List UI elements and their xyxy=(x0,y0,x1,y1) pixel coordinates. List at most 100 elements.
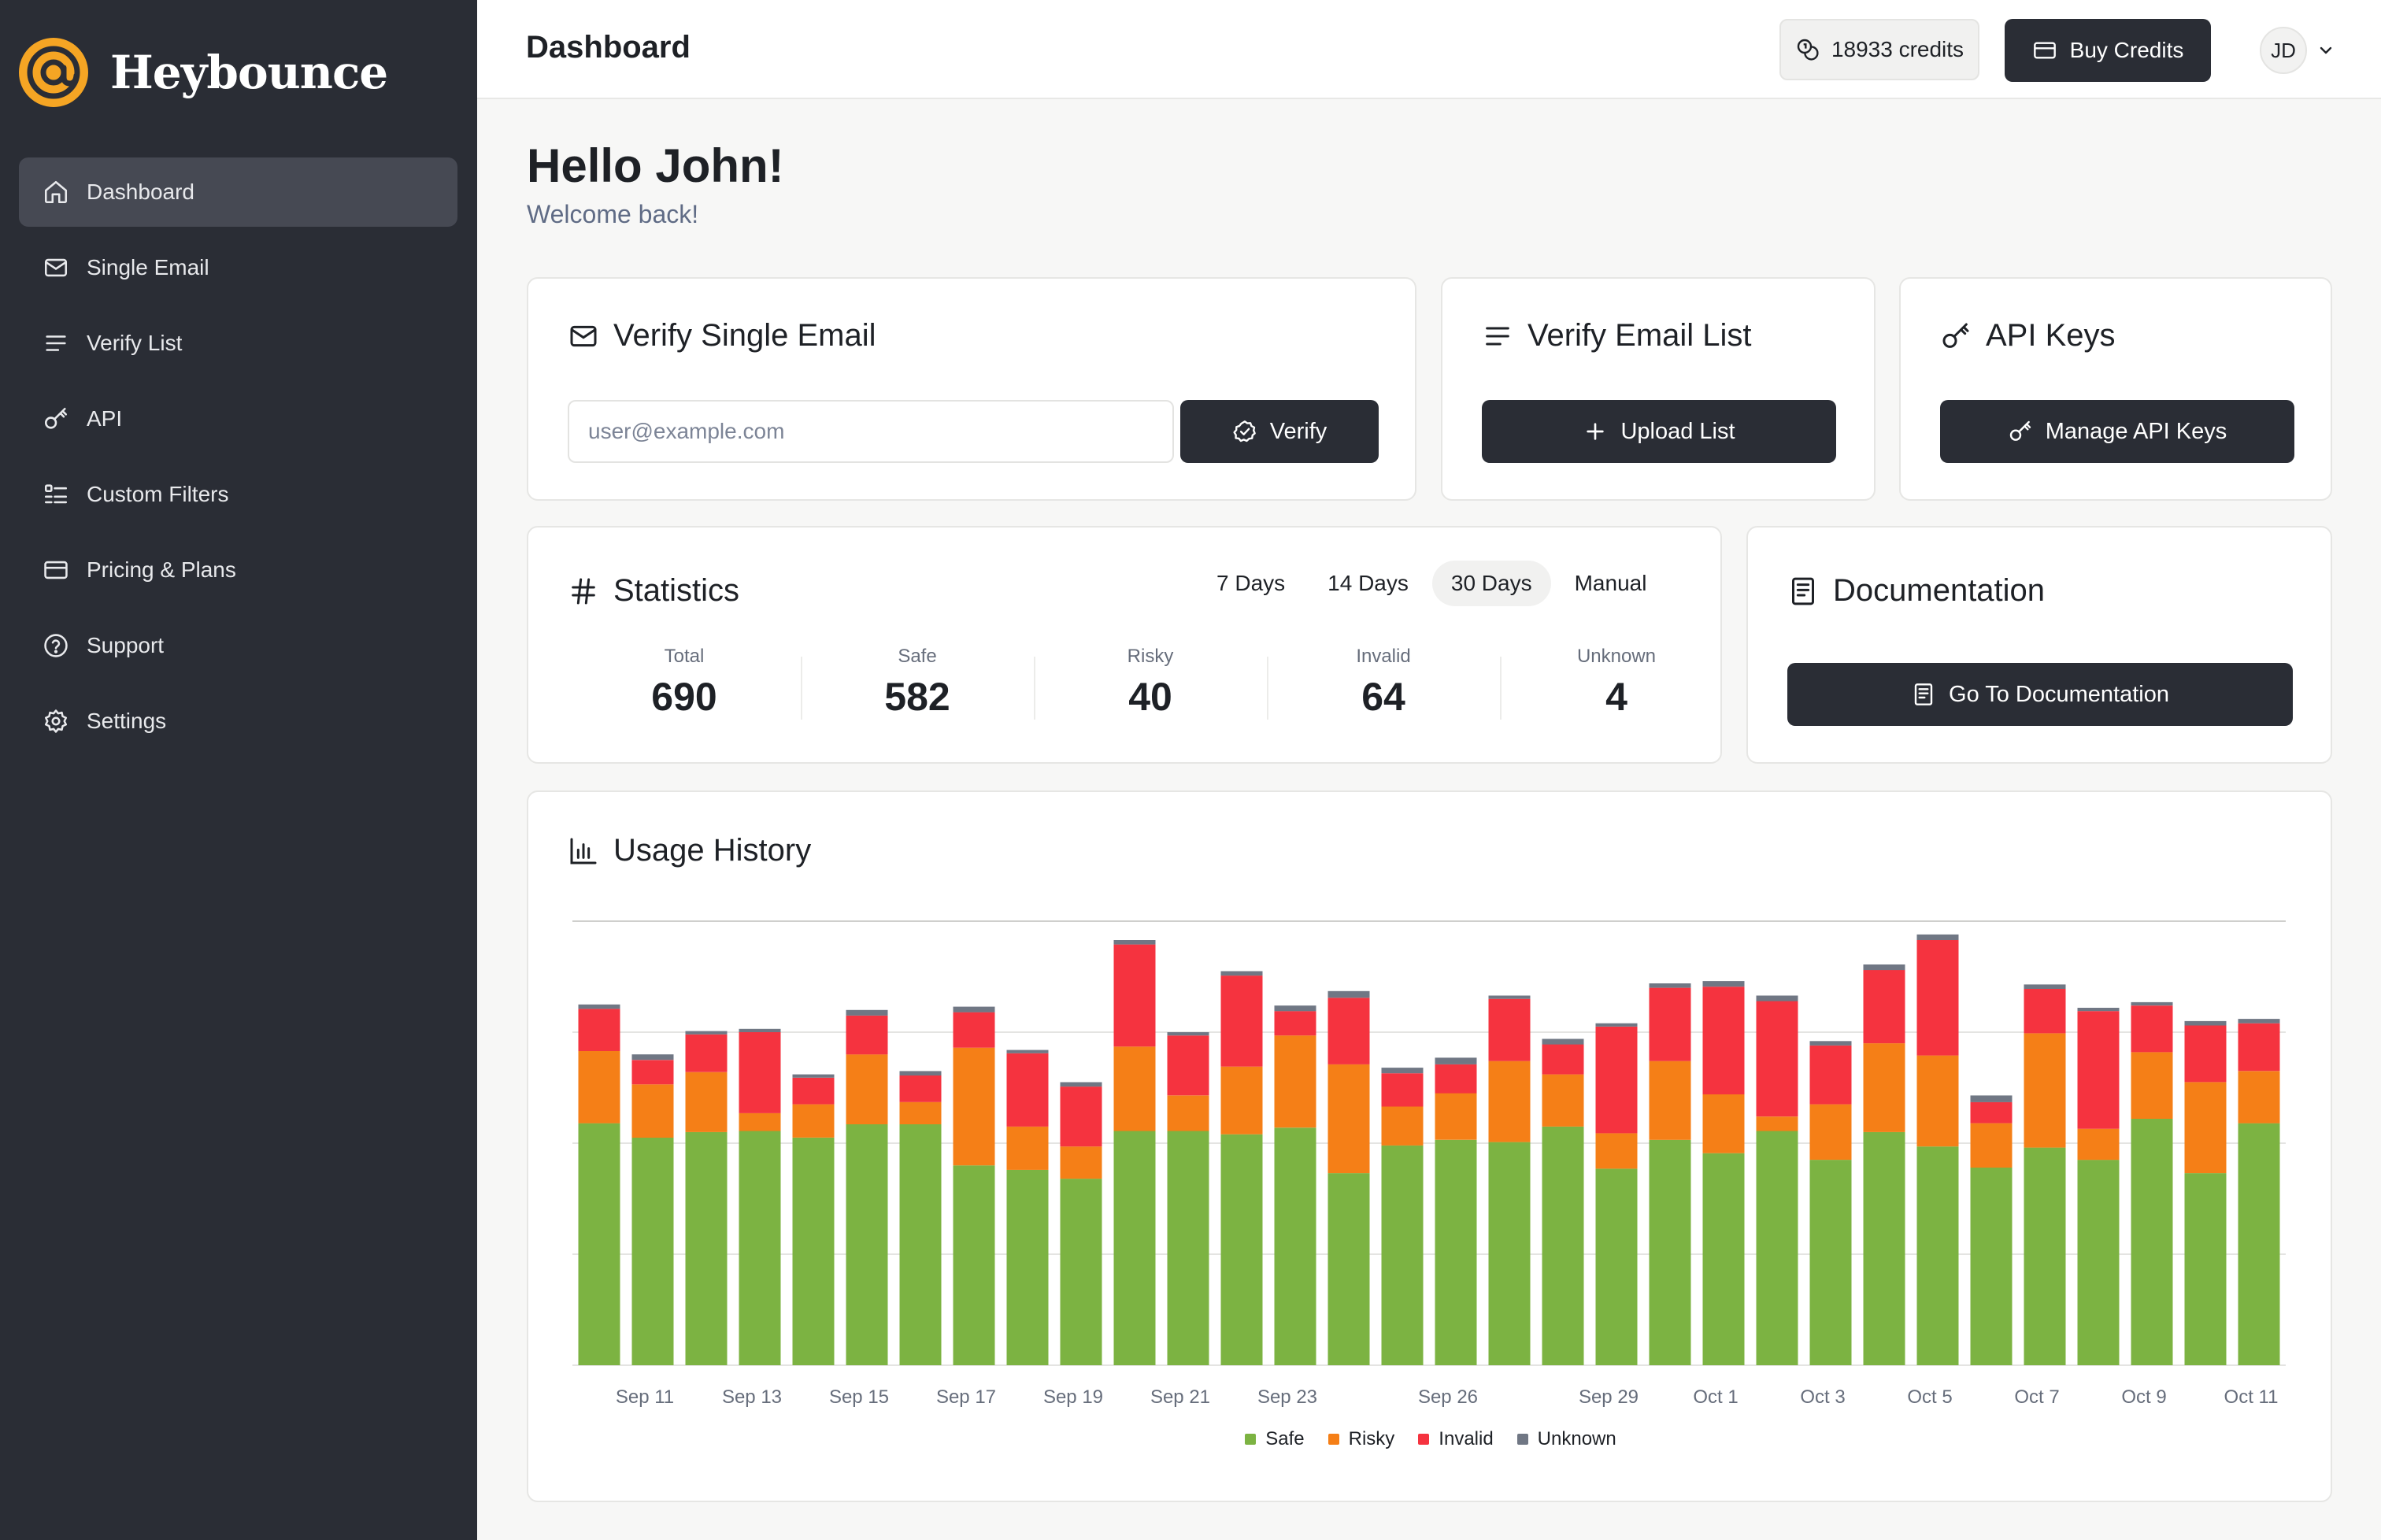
chart-bar-unknown[interactable] xyxy=(1863,964,1905,971)
chart-bar-unknown[interactable] xyxy=(1113,940,1156,945)
chart-bar-unknown[interactable] xyxy=(1435,1057,1477,1064)
chart-bar-unknown[interactable] xyxy=(2184,1020,2227,1026)
chart-bar-safe[interactable] xyxy=(1649,1139,1691,1365)
brand[interactable]: Heybounce xyxy=(17,36,388,109)
chart-bar-unknown[interactable] xyxy=(578,1004,620,1009)
verify-button[interactable]: Verify xyxy=(1180,400,1379,463)
chart-bar-safe[interactable] xyxy=(1381,1145,1424,1365)
chart-bar-invalid[interactable] xyxy=(1756,1001,1798,1117)
chart-bar-risky[interactable] xyxy=(631,1084,674,1138)
chart-bar-risky[interactable] xyxy=(1167,1095,1209,1131)
chart-bar-invalid[interactable] xyxy=(1220,975,1263,1067)
chart-bar-risky[interactable] xyxy=(899,1101,942,1124)
chart-bar-invalid[interactable] xyxy=(2238,1023,2280,1072)
chart-bar-safe[interactable] xyxy=(685,1131,728,1365)
chart-bar-invalid[interactable] xyxy=(846,1015,888,1055)
chart-bar-safe[interactable] xyxy=(792,1138,835,1365)
chart-bar-invalid[interactable] xyxy=(1809,1045,1852,1105)
chart-bar-unknown[interactable] xyxy=(1381,1068,1424,1074)
chart-bar-safe[interactable] xyxy=(1595,1168,1638,1365)
chart-bar-safe[interactable] xyxy=(1756,1131,1798,1366)
chart-bar-risky[interactable] xyxy=(1916,1055,1959,1147)
legend-item-safe[interactable]: Safe xyxy=(1245,1428,1305,1450)
chart-bar-risky[interactable] xyxy=(578,1051,620,1124)
chart-bar-invalid[interactable] xyxy=(1488,998,1531,1061)
chart-bar-risky[interactable] xyxy=(846,1054,888,1124)
chart-bar-unknown[interactable] xyxy=(1488,995,1531,999)
range-tab-7-days[interactable]: 7 Days xyxy=(1216,571,1286,595)
chart-bar-invalid[interactable] xyxy=(1113,944,1156,1047)
chart-bar-unknown[interactable] xyxy=(739,1028,781,1032)
chart-bar-safe[interactable] xyxy=(1809,1160,1852,1365)
chart-bar-safe[interactable] xyxy=(1542,1126,1584,1365)
chart-bar-safe[interactable] xyxy=(953,1165,995,1365)
go-to-documentation-button[interactable]: Go To Documentation xyxy=(1787,663,2293,726)
chart-bar-invalid[interactable] xyxy=(2131,1005,2173,1053)
chart-bar-invalid[interactable] xyxy=(1970,1101,2013,1124)
chart-bar-unknown[interactable] xyxy=(1756,995,1798,1001)
chart-bar-risky[interactable] xyxy=(739,1112,781,1131)
sidebar-item-dashboard[interactable]: Dashboard xyxy=(19,157,457,227)
chart-bar-invalid[interactable] xyxy=(1702,987,1745,1094)
manage-api-keys-button[interactable]: Manage API Keys xyxy=(1940,400,2294,463)
chart-bar-safe[interactable] xyxy=(631,1138,674,1365)
chart-bar-risky[interactable] xyxy=(1274,1035,1316,1128)
chart-bar-invalid[interactable] xyxy=(1006,1053,1049,1127)
chart-bar-risky[interactable] xyxy=(1702,1094,1745,1153)
chart-bar-invalid[interactable] xyxy=(578,1009,620,1051)
chart-bar-safe[interactable] xyxy=(1060,1179,1102,1365)
sidebar-item-verify-list[interactable]: Verify List xyxy=(19,309,457,378)
chart-bar-unknown[interactable] xyxy=(1809,1041,1852,1046)
chart-bar-invalid[interactable] xyxy=(1274,1011,1316,1036)
chart-bar-invalid[interactable] xyxy=(1381,1073,1424,1107)
chart-bar-safe[interactable] xyxy=(1006,1169,1049,1365)
chart-bar-safe[interactable] xyxy=(1863,1131,1905,1365)
chart-bar-unknown[interactable] xyxy=(1595,1023,1638,1027)
chart-bar-unknown[interactable] xyxy=(1167,1032,1209,1036)
chart-bar-risky[interactable] xyxy=(2024,1033,2066,1148)
chart-bar-safe[interactable] xyxy=(1702,1153,1745,1365)
sidebar-item-pricing-plans[interactable]: Pricing & Plans xyxy=(19,535,457,605)
chart-bar-risky[interactable] xyxy=(1756,1116,1798,1131)
chart-bar-safe[interactable] xyxy=(1113,1131,1156,1366)
chart-bar-invalid[interactable] xyxy=(1167,1035,1209,1096)
chart-bar-risky[interactable] xyxy=(1488,1061,1531,1142)
chart-bar-safe[interactable] xyxy=(2077,1160,2120,1365)
chart-bar-safe[interactable] xyxy=(1328,1173,1370,1365)
chart-bar-unknown[interactable] xyxy=(792,1074,835,1078)
chart-bar-risky[interactable] xyxy=(1970,1123,2013,1168)
chart-bar-risky[interactable] xyxy=(1649,1061,1691,1140)
legend-item-risky[interactable]: Risky xyxy=(1328,1428,1394,1450)
chart-bar-risky[interactable] xyxy=(1006,1126,1049,1170)
chevron-down-icon[interactable] xyxy=(2316,41,2335,60)
chart-bar-safe[interactable] xyxy=(2184,1173,2227,1365)
chart-bar-invalid[interactable] xyxy=(1916,940,1959,1056)
range-tab-manual[interactable]: Manual xyxy=(1574,571,1647,595)
chart-bar-safe[interactable] xyxy=(1970,1168,2013,1365)
chart-bar-risky[interactable] xyxy=(1542,1074,1584,1127)
chart-bar-invalid[interactable] xyxy=(1595,1027,1638,1134)
chart-bar-risky[interactable] xyxy=(2077,1128,2120,1161)
chart-bar-risky[interactable] xyxy=(792,1104,835,1138)
chart-bar-invalid[interactable] xyxy=(631,1060,674,1085)
sidebar-item-single-email[interactable]: Single Email xyxy=(19,233,457,302)
chart-bar-safe[interactable] xyxy=(1435,1139,1477,1365)
chart-bar-safe[interactable] xyxy=(1488,1142,1531,1365)
chart-bar-invalid[interactable] xyxy=(1060,1087,1102,1147)
chart-bar-risky[interactable] xyxy=(1113,1046,1156,1131)
upload-list-button[interactable]: Upload List xyxy=(1482,400,1836,463)
chart-bar-safe[interactable] xyxy=(1916,1146,1959,1365)
chart-bar-invalid[interactable] xyxy=(1649,987,1691,1061)
chart-bar-invalid[interactable] xyxy=(2077,1011,2120,1129)
chart-bar-unknown[interactable] xyxy=(2131,1001,2173,1006)
chart-bar-unknown[interactable] xyxy=(2077,1008,2120,1012)
chart-bar-risky[interactable] xyxy=(1863,1043,1905,1132)
chart-bar-invalid[interactable] xyxy=(953,1012,995,1048)
sidebar-item-custom-filters[interactable]: Custom Filters xyxy=(19,460,457,529)
chart-bar-risky[interactable] xyxy=(2184,1082,2227,1174)
chart-bar-invalid[interactable] xyxy=(1542,1044,1584,1075)
chart-bar-safe[interactable] xyxy=(739,1131,781,1366)
chart-bar-unknown[interactable] xyxy=(685,1031,728,1035)
chart-bar-unknown[interactable] xyxy=(1060,1082,1102,1087)
chart-bar-invalid[interactable] xyxy=(739,1032,781,1113)
